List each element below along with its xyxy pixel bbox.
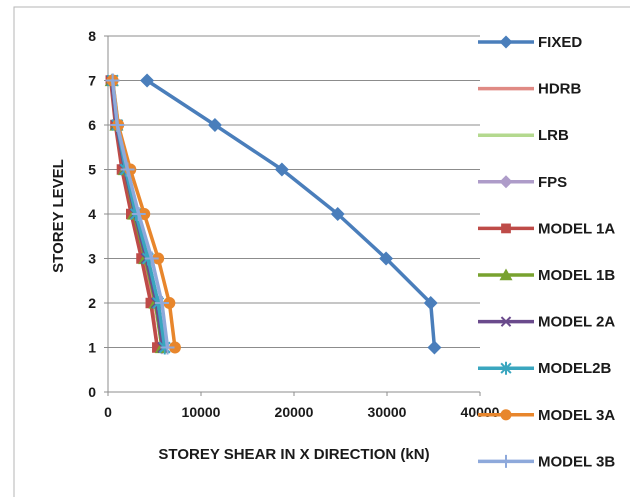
x-axis-title: STOREY SHEAR IN X DIRECTION (kN)	[158, 446, 429, 463]
grid-lines	[108, 35, 480, 348]
data-point	[330, 207, 345, 221]
x-tick-label: 0	[104, 404, 112, 420]
legend-item: FIXED	[478, 34, 582, 51]
legend-label: MODEL 1B	[538, 267, 615, 284]
legend-item: HDRB	[478, 81, 581, 98]
series-lines	[104, 73, 442, 355]
y-tick-label: 6	[88, 117, 96, 133]
legend-marker	[499, 175, 513, 189]
x-tick-label: 10000	[182, 404, 221, 420]
data-point	[423, 296, 438, 310]
y-tick-label: 5	[88, 162, 96, 178]
y-tick-label: 2	[88, 295, 96, 311]
y-tick-label: 7	[88, 73, 96, 89]
legend-label: MODEL 3A	[538, 407, 615, 424]
data-point	[427, 340, 442, 355]
legend-marker	[499, 454, 513, 468]
data-point	[120, 162, 135, 177]
x-tick-label: 20000	[275, 404, 314, 420]
legend-label: LRB	[538, 127, 569, 144]
legend-item: MODEL 1A	[478, 220, 615, 237]
legend-item: FPS	[478, 174, 567, 191]
axes	[104, 35, 481, 396]
legend-marker	[500, 409, 512, 421]
y-tick-label: 8	[88, 28, 96, 44]
data-point	[110, 118, 125, 132]
legend-label: MODEL 2A	[538, 314, 615, 331]
data-point	[379, 251, 394, 266]
legend-marker	[499, 35, 513, 49]
data-point	[140, 73, 155, 88]
data-point	[160, 340, 175, 355]
data-point	[169, 341, 181, 354]
legend-label: HDRB	[538, 81, 581, 98]
data-point	[154, 296, 169, 310]
legend-label: FPS	[538, 174, 567, 191]
legend-marker	[499, 268, 513, 281]
data-point	[144, 251, 159, 266]
series-fixed	[140, 73, 442, 355]
y-tick-label: 3	[88, 251, 96, 267]
data-point	[145, 297, 157, 309]
data-point	[274, 162, 289, 177]
legend-marker	[501, 223, 511, 234]
legend-item: MODEL2B	[478, 360, 612, 377]
legend-item: MODEL 2A	[478, 314, 615, 331]
legend-marker	[500, 316, 512, 327]
legend-marker	[500, 361, 512, 375]
y-tick-label: 4	[88, 206, 96, 222]
data-point	[207, 118, 222, 132]
y-tick-label: 1	[88, 340, 96, 356]
legend: FIXED HDRB LRB FPS MODEL 1A MODEL 1B MODEL 2A M…	[478, 34, 615, 470]
data-point	[152, 342, 163, 353]
legend-item: LRB	[478, 127, 569, 144]
legend-item: MODEL 3B	[478, 453, 615, 470]
y-tick-label: 0	[88, 384, 96, 400]
legend-item: MODEL 3A	[478, 407, 615, 424]
y-axis-title: STOREY LEVEL	[50, 159, 67, 273]
data-point	[105, 73, 120, 88]
data-point	[163, 297, 176, 309]
legend-label: MODEL 3B	[538, 453, 615, 470]
legend-label: MODEL 1A	[538, 220, 615, 237]
data-point	[131, 207, 146, 221]
legend-item: MODEL 1B	[478, 267, 615, 284]
legend-label: FIXED	[538, 34, 582, 51]
x-tick-label: 30000	[368, 404, 407, 420]
series-model-3b	[105, 73, 175, 355]
legend-label: MODEL2B	[538, 360, 612, 377]
x-tick-label: 40000	[461, 404, 500, 420]
